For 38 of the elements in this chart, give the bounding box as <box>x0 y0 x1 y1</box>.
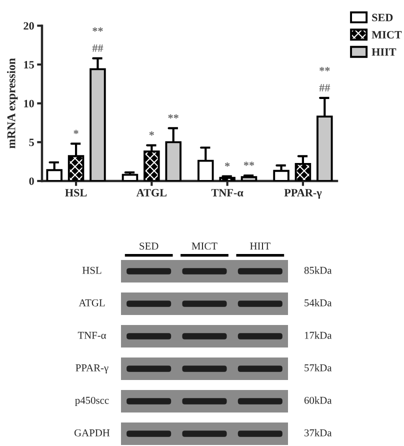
y-tick-label: 0 <box>29 177 34 185</box>
data-label: * <box>225 162 230 167</box>
category-label: SED <box>140 242 158 250</box>
legend-label: MICT <box>372 31 402 39</box>
text: 37kDa <box>304 429 332 436</box>
x-tick-label: ATGL <box>136 188 167 196</box>
text: TNF-α <box>78 332 106 339</box>
legend-label: HIIT <box>372 48 396 56</box>
bar <box>219 176 236 181</box>
text: 85kDa <box>304 266 332 274</box>
x-tick-label: TNF-α <box>211 189 244 196</box>
category-label: HIIT <box>250 242 270 250</box>
data-label: ** <box>244 162 254 166</box>
data-label: ** <box>168 114 178 119</box>
text: 60kDa <box>304 396 332 404</box>
text: 17kDa <box>304 332 332 339</box>
data-label: * <box>74 130 78 134</box>
data-label: ** ## <box>92 27 104 52</box>
legend-label: SED <box>372 14 393 22</box>
x-tick-label: HSL <box>65 188 87 196</box>
text: PPAR-γ <box>76 364 108 374</box>
text: HSL <box>82 266 102 274</box>
bar <box>122 174 138 181</box>
text: p450scc <box>75 396 109 406</box>
data-label: ** ## <box>319 67 330 92</box>
data-label: * <box>149 131 154 136</box>
y-tick-label: 5 <box>29 138 34 146</box>
y-tick-label: 15 <box>24 61 34 68</box>
bar <box>240 176 258 181</box>
y-tick-label: 20 <box>24 22 34 30</box>
text: 57kDa <box>304 364 332 372</box>
text: GAPDH <box>74 429 110 436</box>
y-axis-title: mRNA expression <box>6 58 18 148</box>
text: ATGL <box>78 299 105 306</box>
y-tick-label: 10 <box>24 100 34 108</box>
x-tick-label: PPAR-γ <box>284 189 322 199</box>
category-label: MICT <box>192 242 218 250</box>
text: 54kDa <box>304 299 332 306</box>
